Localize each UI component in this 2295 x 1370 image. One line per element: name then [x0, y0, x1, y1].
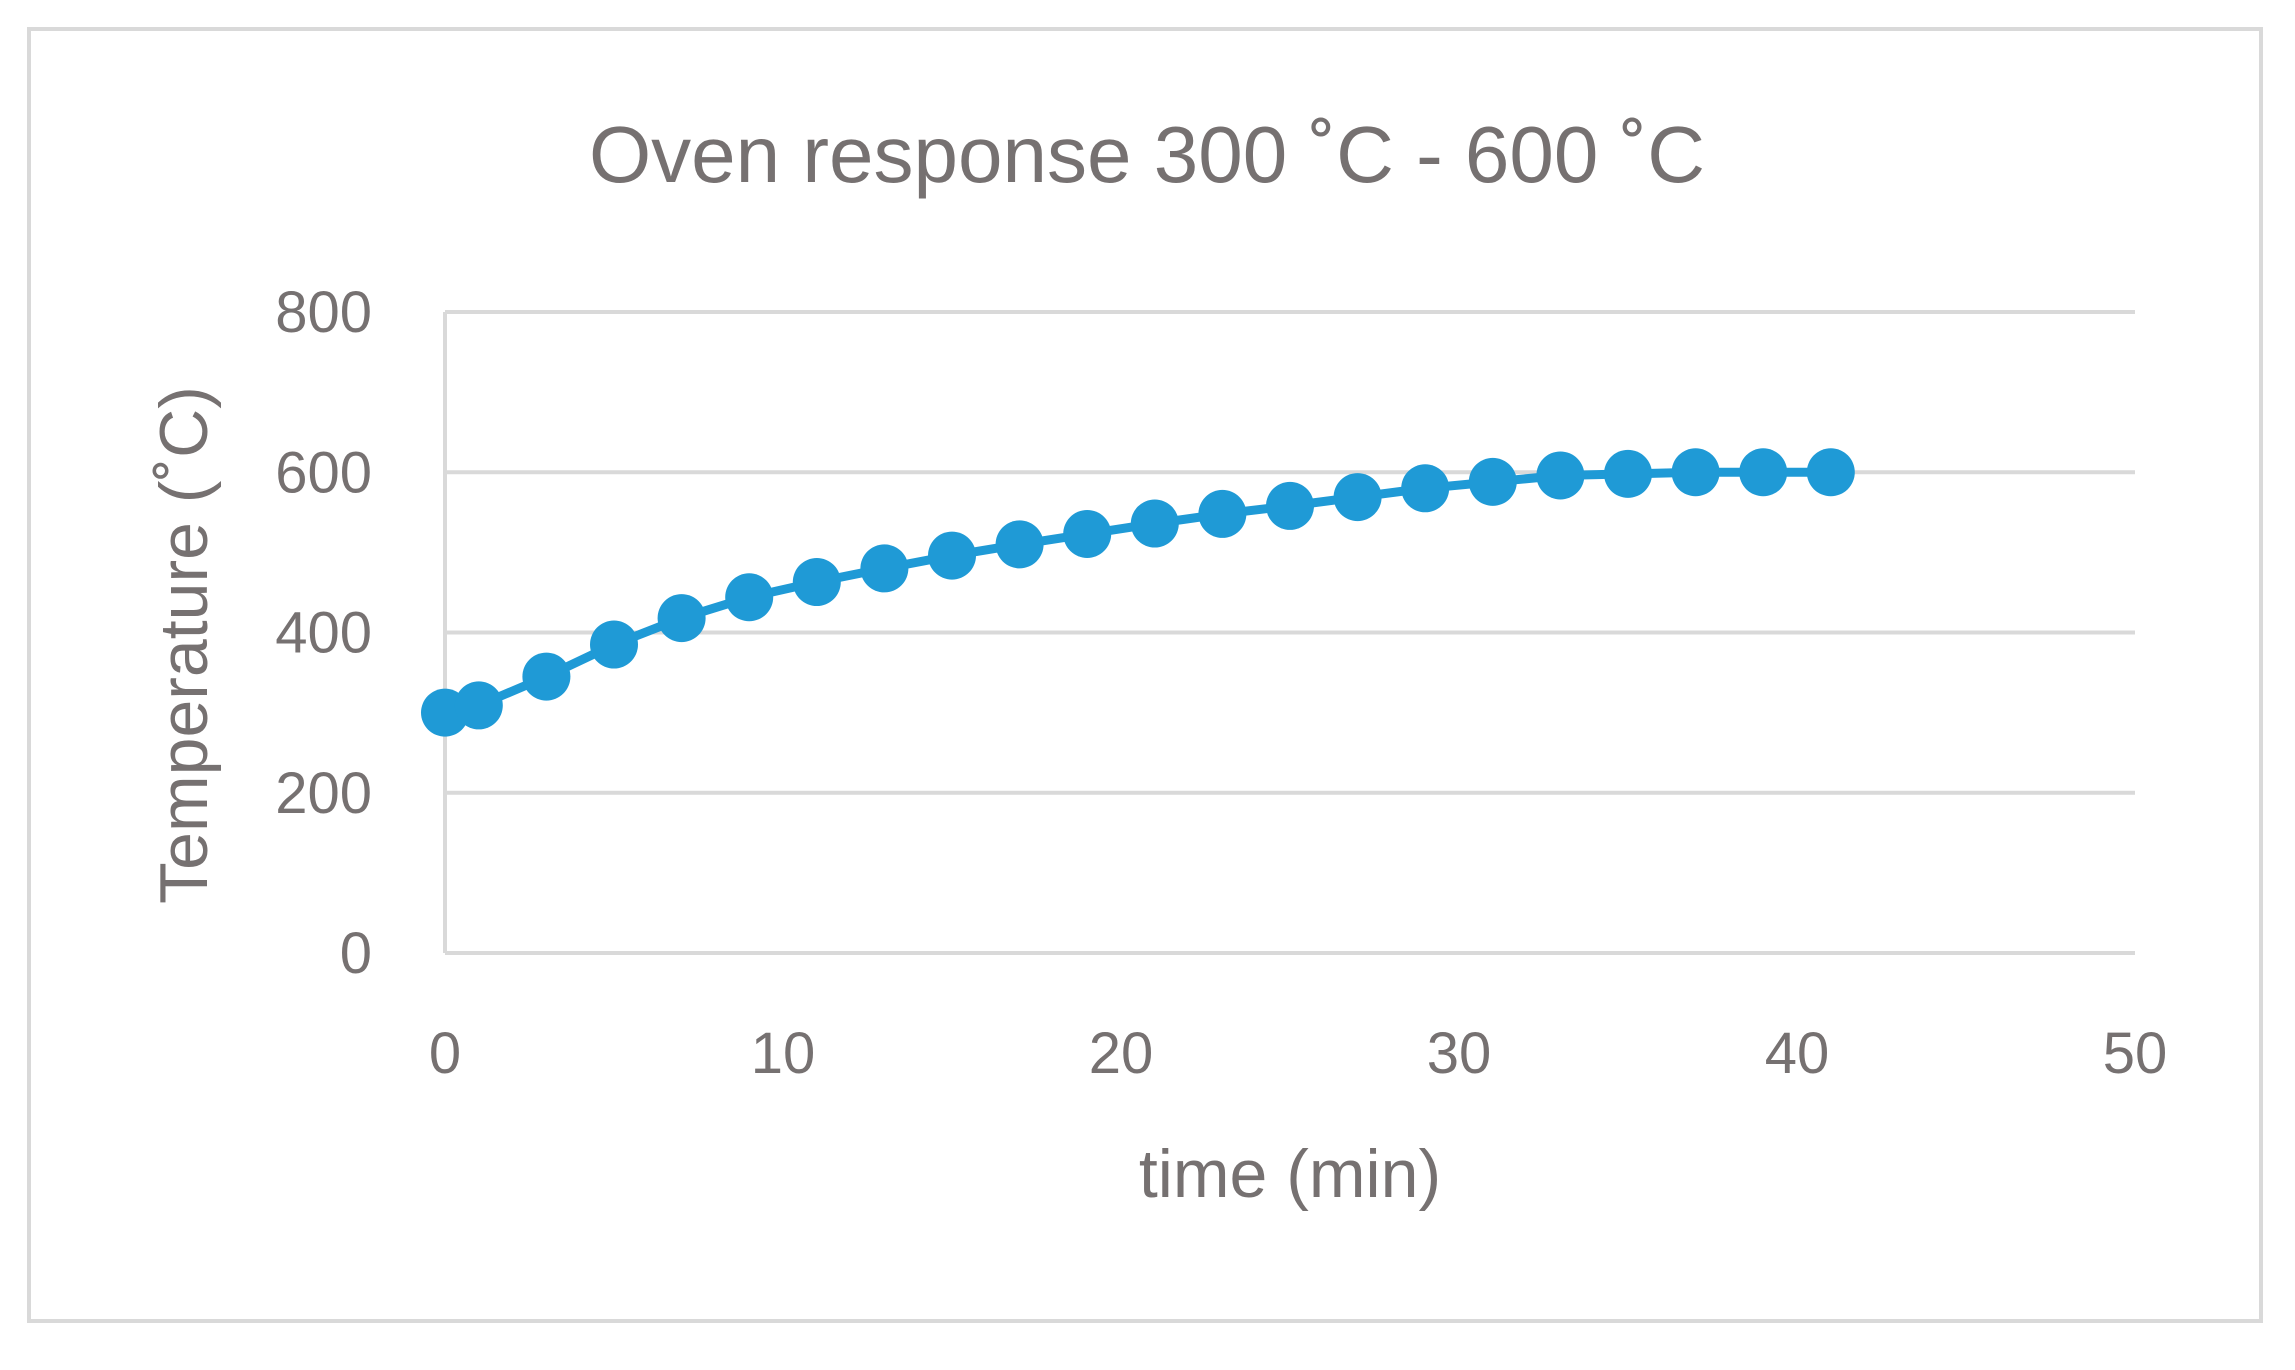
chart-frame [27, 27, 2263, 1323]
tick-labels: 0 200 400 600 800 0 10 20 30 40 50 [275, 280, 2167, 1086]
x-tick-label: 20 [1089, 1021, 1154, 1086]
y-tick-label: 0 [340, 921, 372, 986]
data-point [860, 544, 909, 593]
x-tick-label: 10 [751, 1021, 816, 1086]
chart-title: Oven response 300 ˚C - 600 ˚C [589, 110, 1705, 199]
data-point [1130, 499, 1179, 548]
y-tick-label: 200 [275, 761, 372, 826]
x-tick-label: 50 [2103, 1021, 2168, 1086]
data-point [1604, 449, 1652, 498]
x-tick-label: 0 [429, 1021, 461, 1086]
y-tick-label: 800 [275, 280, 372, 345]
y-axis-title: Temperature (˚C) [146, 386, 222, 904]
data-point [792, 558, 841, 607]
data-point [1198, 489, 1247, 538]
data-point [1806, 448, 1855, 497]
grid-lines [445, 310, 2135, 955]
data-point [1739, 448, 1788, 497]
data-point [1468, 457, 1517, 506]
x-tick-label: 40 [1765, 1021, 1830, 1086]
data-point [995, 520, 1044, 569]
data-point [657, 594, 706, 643]
y-tick-label: 400 [275, 601, 372, 666]
data-point [1266, 481, 1314, 530]
data-point [1333, 473, 1382, 522]
data-point [1671, 448, 1720, 497]
x-tick-label: 30 [1427, 1021, 1492, 1086]
data-point [590, 620, 638, 669]
data-point [1536, 451, 1585, 500]
data-point [725, 573, 774, 622]
data-point [522, 652, 571, 701]
data-point [454, 681, 503, 730]
data-point [1401, 464, 1450, 513]
data-point [928, 531, 976, 580]
x-axis-title: time (min) [1139, 1136, 1441, 1212]
y-tick-label: 600 [275, 440, 372, 505]
series-line-0 [444, 467, 1831, 718]
series-layer [421, 448, 1855, 737]
data-point [1063, 509, 1112, 558]
